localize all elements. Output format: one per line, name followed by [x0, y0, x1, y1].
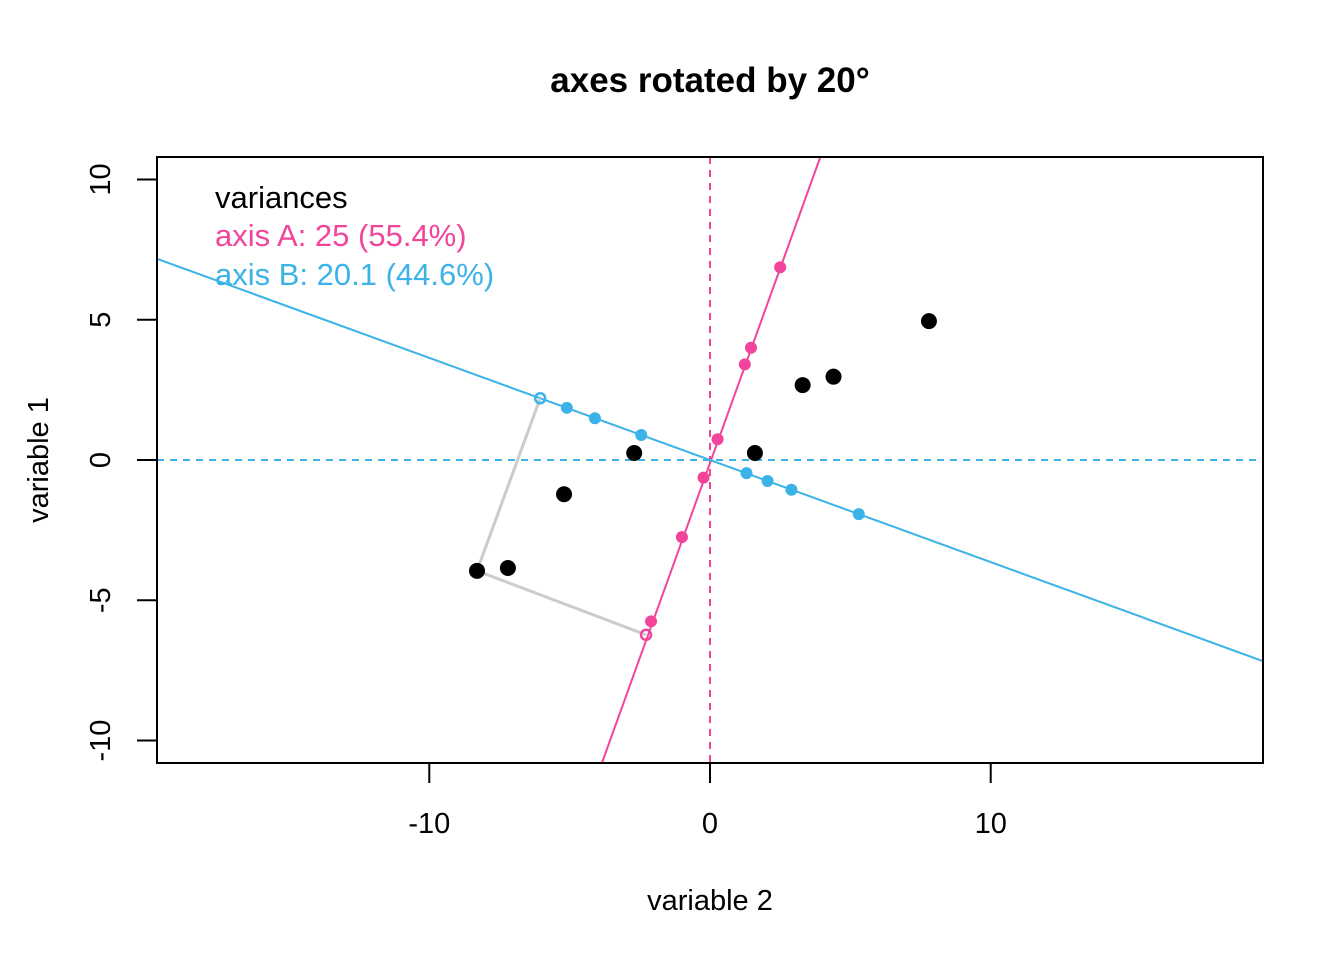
legend-entry-axis-b: axis B: 20.1 (44.6%) — [215, 257, 494, 292]
axis-a-projection-point — [744, 341, 757, 354]
y-axis-label: variable 1 — [23, 397, 55, 523]
y-tick-label: -10 — [85, 720, 117, 762]
data-point — [920, 313, 937, 330]
axis-a-projection-point — [675, 531, 688, 544]
rotated-axis-b-line — [157, 257, 1263, 663]
legend: variances axis A: 25 (55.4%) axis B: 20.… — [215, 180, 494, 292]
axis-b-projection-point — [785, 483, 798, 496]
legend-title: variances — [215, 180, 348, 215]
axis-b-projection-point — [852, 508, 865, 521]
projection-line-axis-a — [476, 569, 647, 637]
axis-b-projection-point — [740, 467, 753, 480]
axis-b-projection-point — [588, 412, 601, 425]
x-tick-label: 0 — [702, 808, 718, 840]
axis-b-projection-point — [635, 429, 648, 442]
data-point — [794, 377, 811, 394]
data-point — [469, 562, 486, 579]
y-tick-label: 10 — [85, 163, 117, 195]
y-tick-label: 0 — [85, 452, 117, 468]
axis-a-projection-point — [697, 471, 710, 484]
axis-b-projection-point — [560, 401, 573, 414]
axis-a-projection-point — [645, 615, 658, 628]
y-axis: -10 -5 0 5 10 — [85, 163, 157, 762]
x-axis-label: variable 2 — [647, 885, 773, 917]
x-tick-label: 10 — [975, 808, 1007, 840]
data-point — [746, 444, 763, 461]
projection-line-axis-b — [475, 397, 542, 572]
x-tick-label: -10 — [408, 808, 450, 840]
axis-b-projection-point — [761, 475, 774, 488]
data-point — [825, 368, 842, 385]
x-axis: -10 0 10 — [408, 763, 1007, 840]
axis-a-projection-point — [774, 261, 787, 274]
data-point — [556, 486, 573, 503]
y-tick-label: 5 — [85, 312, 117, 328]
plot-clip-group — [157, 157, 1263, 763]
axis-a-projection-point — [711, 433, 724, 446]
data-point — [499, 560, 516, 577]
chart-title: axes rotated by 20° — [550, 61, 869, 100]
data-point — [626, 444, 643, 461]
axis-a-projection-point — [738, 358, 751, 371]
axis-b-projection-point — [533, 392, 547, 405]
axis-a-projection-point — [639, 628, 653, 642]
y-tick-label: -5 — [85, 587, 117, 613]
legend-entry-axis-a: axis A: 25 (55.4%) — [215, 218, 467, 253]
